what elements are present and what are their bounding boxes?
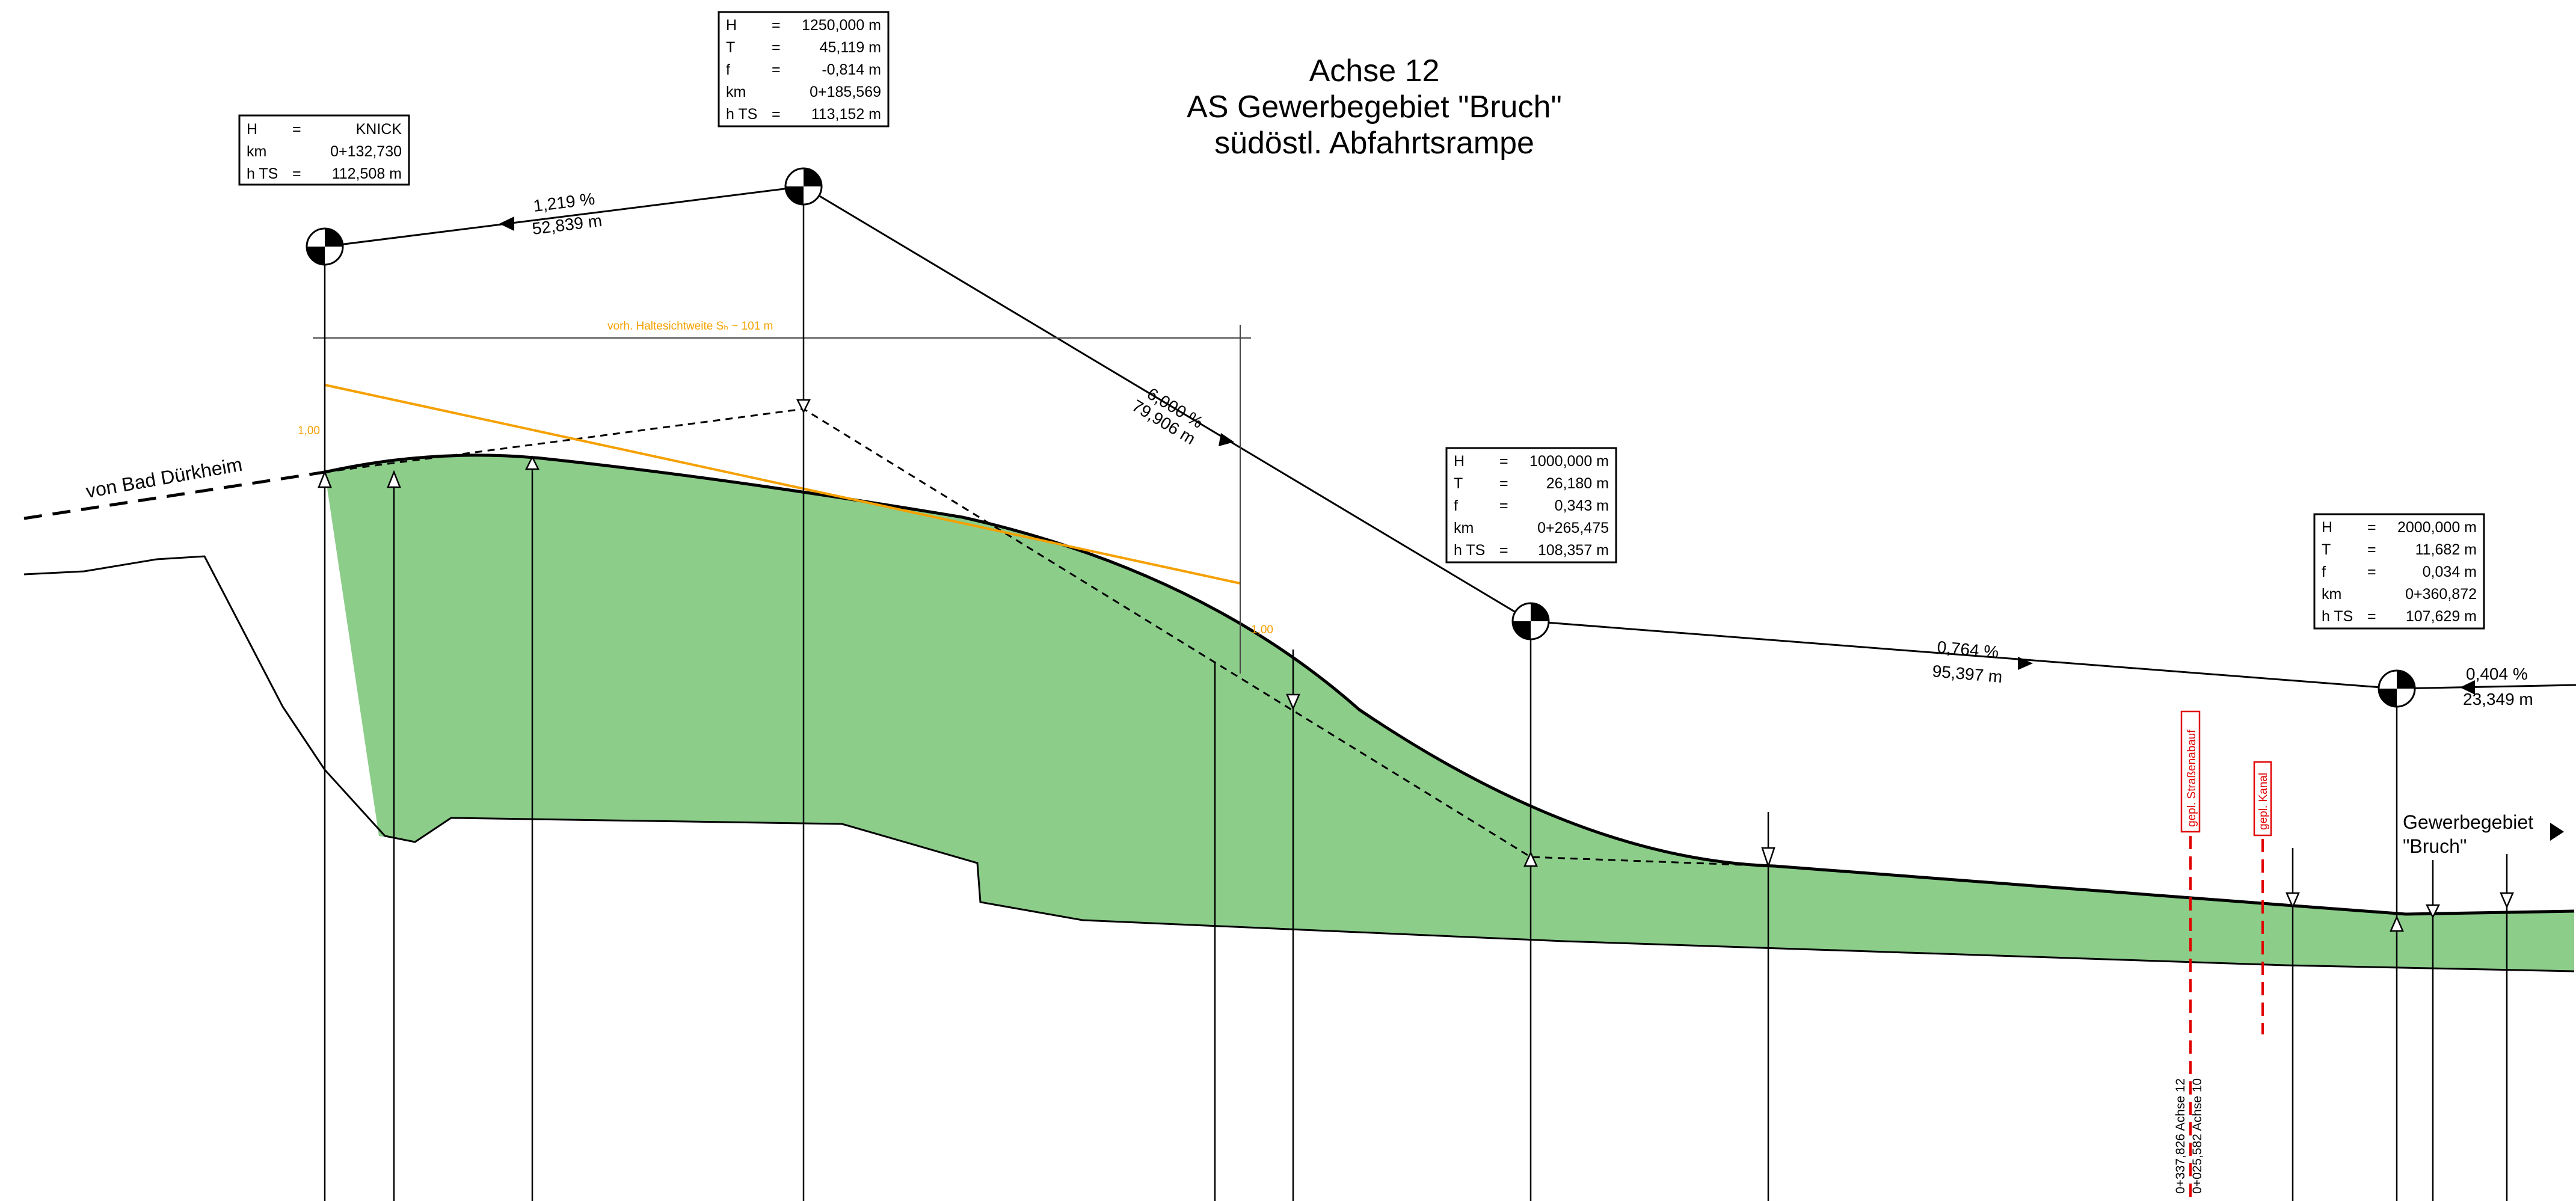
svg-text:h TS: h TS	[2322, 608, 2353, 625]
vertex-symbols	[306, 167, 2416, 708]
svg-text:f: f	[726, 61, 730, 78]
svg-text:=: =	[772, 61, 781, 78]
svg-text:h TS: h TS	[247, 165, 278, 182]
svg-text:=: =	[1499, 475, 1508, 492]
incoming-road-dashed	[23, 470, 325, 520]
planned-canal-label: gepl. Kanal	[2257, 773, 2270, 830]
sight-distance-label: vorh. Haltesichtweite Sₕ ~ 101 m	[607, 320, 773, 333]
svg-text:26,180 m: 26,180 m	[1546, 475, 1609, 492]
existing-ground-line	[23, 555, 2575, 972]
svg-text:=: =	[1499, 453, 1508, 470]
crossing-label-2: 0+025,582 Achse 10	[2190, 1078, 2204, 1194]
grade-3: 0,764 %	[1936, 637, 1999, 662]
svg-text:T: T	[2322, 541, 2331, 558]
svg-text:1250,000 m: 1250,000 m	[802, 17, 881, 34]
svg-text:=: =	[292, 165, 301, 182]
svg-text:=: =	[772, 39, 781, 56]
svg-text:0+360,872: 0+360,872	[2405, 586, 2477, 603]
planned-road-label: gepl. Straßenabauf	[2186, 730, 2198, 827]
title-line-3: südöstl. Abfahrtsrampe	[1214, 126, 1534, 161]
svg-text:108,357 m: 108,357 m	[1538, 542, 1609, 559]
to-direction-label-1: Gewerbegebiet	[2403, 811, 2533, 833]
svg-text:H: H	[726, 17, 737, 34]
to-direction-label-2: "Bruch"	[2403, 835, 2467, 857]
svg-text:0,034 m: 0,034 m	[2423, 564, 2477, 580]
svg-text:=: =	[772, 17, 781, 34]
station-lines	[324, 186, 2508, 1201]
svg-text:107,629 m: 107,629 m	[2406, 608, 2477, 625]
station-markers	[318, 399, 2514, 932]
svg-text:0+265,475: 0+265,475	[1537, 520, 1609, 536]
svg-text:112,508 m: 112,508 m	[332, 165, 402, 182]
info-box-knick: H = KNICK km 0+132,730 h TS = 112,508 m	[238, 114, 410, 186]
svg-text:1000,000 m: 1000,000 m	[1529, 453, 1609, 470]
svg-text:h TS: h TS	[726, 106, 757, 123]
svg-text:113,152 m: 113,152 m	[811, 106, 881, 123]
svg-text:=: =	[1499, 542, 1508, 559]
svg-text:km: km	[247, 143, 266, 160]
svg-text:0+185,569: 0+185,569	[810, 84, 881, 100]
info-box-crest: H = 1250,000 m T = 45,119 m f = -0,814 m…	[718, 11, 890, 127]
construction-dashed	[324, 408, 1775, 867]
svg-text:H: H	[1454, 453, 1465, 470]
svg-text:H: H	[247, 121, 257, 138]
crest-vertex	[784, 167, 823, 206]
svg-text:km: km	[726, 84, 746, 100]
info-box-sag: H = 1000,000 m T = 26,180 m f = 0,343 m …	[1445, 447, 1617, 564]
svg-text:=: =	[772, 106, 781, 123]
grade-3-length: 95,397 m	[1931, 662, 2003, 686]
svg-text:=: =	[2367, 564, 2376, 580]
svg-text:0,343 m: 0,343 m	[1555, 497, 1609, 514]
svg-text:f: f	[2322, 564, 2326, 580]
from-direction-label: von Bad Dürkheim	[84, 453, 244, 502]
title-line-1: Achse 12	[1309, 54, 1440, 88]
svg-text:11,682 m: 11,682 m	[2415, 541, 2477, 558]
svg-text:=: =	[292, 121, 301, 138]
embankment-fill	[325, 455, 2574, 971]
knick-vertex	[306, 227, 344, 266]
svg-text:=: =	[2367, 541, 2376, 558]
road-profile-line	[324, 453, 2575, 916]
svg-text:=: =	[2367, 519, 2376, 536]
svg-text:f: f	[1454, 497, 1458, 514]
grade-4: 0,404 %	[2466, 665, 2528, 683]
svg-text:T: T	[1454, 475, 1463, 492]
sight-left-height: 1,00	[298, 425, 320, 437]
title-line-2: AS Gewerbegebiet "Bruch"	[1187, 90, 1562, 124]
svg-text:km: km	[1454, 520, 1474, 536]
crossing-label-1: 0+337,826 Achse 12	[2174, 1078, 2187, 1194]
info-box-end: H = 2000,000 m T = 11,682 m f = 0,034 m …	[2313, 513, 2485, 630]
svg-text:45,119 m: 45,119 m	[820, 39, 881, 56]
svg-text:KNICK: KNICK	[356, 121, 402, 138]
grade-1-length: 52,839 m	[531, 211, 603, 238]
svg-text:=: =	[1499, 497, 1508, 514]
svg-text:-0,814 m: -0,814 m	[822, 61, 881, 78]
end-vertex	[2378, 669, 2416, 708]
sight-line	[324, 384, 1241, 585]
grade-4-length: 23,349 m	[2463, 690, 2533, 708]
sag-vertex	[1511, 602, 1550, 640]
direction-arrows	[499, 217, 2564, 841]
svg-text:H: H	[2322, 519, 2332, 536]
svg-text:2000,000 m: 2000,000 m	[2397, 519, 2477, 536]
svg-text:0+132,730: 0+132,730	[330, 143, 402, 160]
sight-right-height: 1,00	[1251, 624, 1273, 636]
svg-text:h TS: h TS	[1454, 542, 1485, 559]
grade-1: 1,219 %	[532, 189, 596, 215]
svg-text:T: T	[726, 39, 735, 56]
svg-text:=: =	[2367, 608, 2376, 625]
svg-text:km: km	[2322, 586, 2341, 603]
